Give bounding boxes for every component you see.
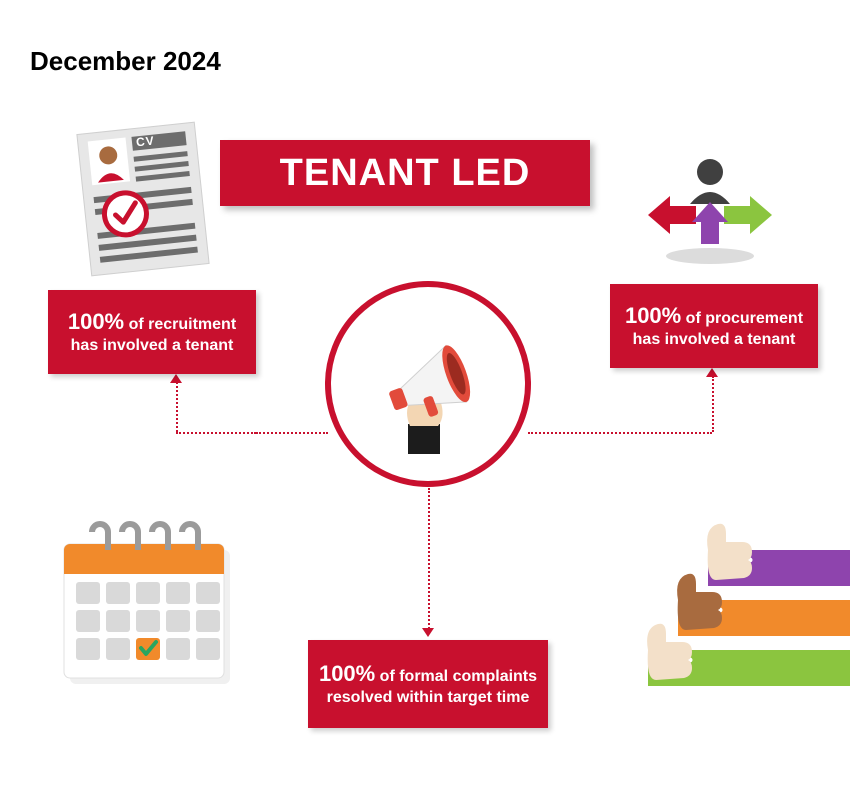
megaphone-circle-icon <box>325 281 531 487</box>
connector <box>422 628 434 637</box>
stat-procurement: 100% of procurement has involved a tenan… <box>610 284 818 368</box>
connector <box>176 382 178 432</box>
thumbs-up-icon <box>588 510 850 700</box>
stat-complaints: 100% of formal complaints resolved withi… <box>308 640 548 728</box>
arrows-person-icon <box>640 148 780 268</box>
cv-label: CV <box>135 134 155 150</box>
stat-complaints-percent: 100% <box>319 661 375 686</box>
connector <box>706 368 718 377</box>
connector <box>256 432 328 434</box>
stat-recruitment: 100% of recruitment has involved a tenan… <box>48 290 256 374</box>
calendar-icon <box>62 520 238 692</box>
date-heading: December 2024 <box>30 46 221 77</box>
connector <box>528 432 712 434</box>
connector <box>176 432 256 434</box>
title-banner: TENANT LED <box>220 140 590 206</box>
connector <box>712 376 714 432</box>
infographic-canvas: December 2024 TENANT LED <box>0 0 850 787</box>
stat-recruitment-percent: 100% <box>68 309 124 334</box>
cv-document-icon: CV <box>70 116 215 283</box>
stat-procurement-percent: 100% <box>625 303 681 328</box>
connector <box>170 374 182 383</box>
connector <box>428 488 430 632</box>
